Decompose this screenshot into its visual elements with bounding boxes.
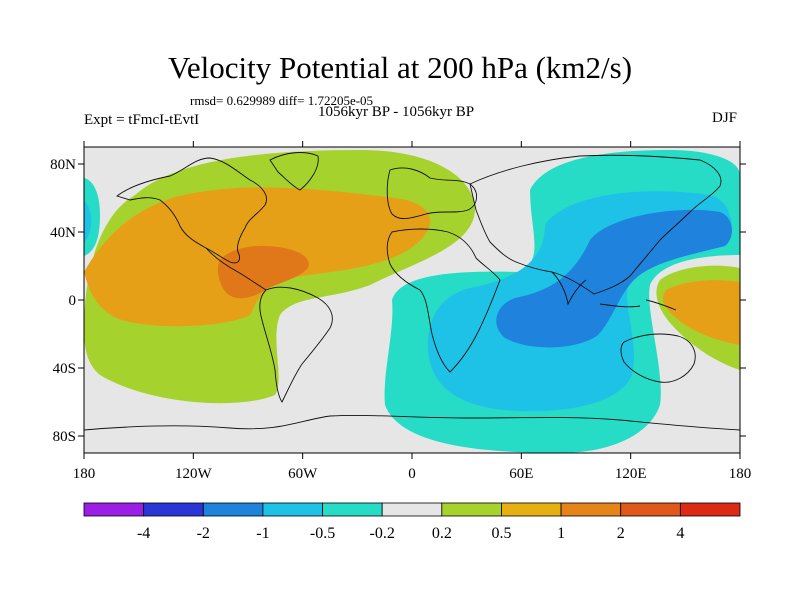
- colorbar-label: -1: [256, 525, 269, 542]
- positive-core-pacific: [662, 280, 740, 345]
- negative-minimum-asia: [496, 209, 732, 348]
- colorbar-swatch: [620, 502, 681, 517]
- coastline-europe: [386, 167, 477, 220]
- coastline-greenland: [269, 152, 319, 191]
- colorbar-label: -4: [137, 525, 150, 542]
- coastlines: [84, 152, 740, 431]
- lat-tick-label: 0: [69, 293, 77, 309]
- negative-core-east-pacific: [84, 200, 92, 242]
- lon-tick-label: 0: [408, 466, 416, 482]
- colorbar-swatch: [83, 502, 145, 517]
- colorbar-swatch: [202, 502, 264, 517]
- coastline-antarctica: [84, 415, 740, 431]
- plot-title: Velocity Potential at 200 hPa (km2/s): [167, 50, 633, 85]
- coastline-africa: [386, 228, 501, 373]
- lon-tick-label: 180: [73, 466, 96, 482]
- positive-maximum-caribbean: [217, 245, 309, 299]
- colorbar-label: -0.5: [310, 525, 335, 542]
- colorbar-label: -0.2: [370, 525, 395, 542]
- colorbar-label: 1: [557, 525, 565, 542]
- colorbar-swatch: [143, 502, 204, 517]
- period-label: 1056kyr BP - 1056kyr BP: [318, 104, 475, 120]
- lon-tick-label: 120E: [615, 466, 647, 482]
- stats-label: rmsd= 0.629989 diff= 1.72205e-05: [190, 93, 374, 108]
- coastline-south-america: [259, 286, 333, 403]
- colorbar-swatch: [501, 502, 562, 517]
- lat-tick-label: 80S: [53, 429, 76, 445]
- colorbar-swatch: [262, 502, 323, 517]
- colorbar-label: 0.5: [491, 525, 511, 542]
- colorbar-swatch: [679, 502, 741, 517]
- colorbar-swatch: [322, 502, 383, 517]
- coastline-central-america: [205, 247, 267, 291]
- colorbar-swatch: [381, 502, 443, 517]
- colorbar-swatch: [560, 502, 622, 517]
- experiment-label: Expt = tFmcI-tEvtI: [84, 112, 200, 128]
- coastline-north-america: [116, 157, 267, 264]
- season-label: DJF: [712, 110, 738, 126]
- lat-tick-label: 40N: [50, 225, 76, 241]
- coastline-australia: [620, 333, 696, 383]
- colorbar-label: 4: [676, 525, 684, 542]
- coastline-asia: [469, 154, 722, 295]
- colorbar-label: -2: [197, 525, 210, 542]
- coastline-india: [551, 271, 587, 306]
- lon-tick-label: 120W: [175, 466, 213, 482]
- lon-tick-label: 60W: [288, 466, 318, 482]
- lat-tick-label: 40S: [53, 361, 76, 377]
- lon-tick-label: 180: [729, 466, 752, 482]
- colorbar-label: 2: [617, 525, 625, 542]
- map-field: [84, 147, 740, 453]
- colorbar-label: 0.2: [432, 525, 452, 542]
- coastline-indonesia: [599, 299, 677, 311]
- colorbar-swatch: [441, 502, 502, 517]
- lon-tick-label: 60E: [509, 466, 533, 482]
- axis-ticks: 80N 40N 0 40S 80S 180 120W 60W 0 60E 120E 180: [50, 141, 751, 482]
- colorbar: -4 -2 -1 -0.5 -0.2 0.2 0.5 1 2 4: [83, 502, 741, 542]
- lat-tick-label: 80N: [50, 157, 76, 173]
